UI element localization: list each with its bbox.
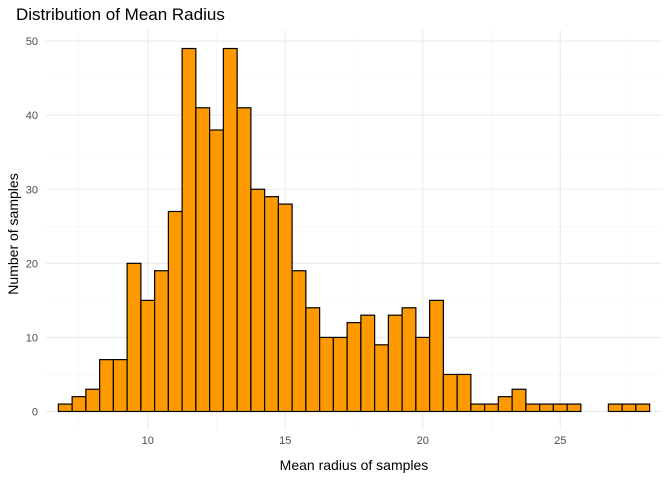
- histogram-bar: [209, 129, 224, 413]
- histogram-bar: [222, 47, 238, 413]
- histogram-bar: [181, 47, 197, 413]
- x-tick-label: 10: [142, 435, 154, 447]
- x-axis-ticks: 10 15 20 25: [142, 435, 567, 447]
- histogram-bar: [99, 359, 114, 413]
- histogram-bar: [250, 188, 266, 413]
- histogram-bar: [167, 210, 183, 413]
- histogram-bar: [525, 403, 541, 413]
- histogram-bars: [57, 47, 651, 413]
- histogram-bar: [305, 307, 321, 413]
- histogram-bar: [607, 403, 623, 413]
- y-tick-label: 40: [26, 110, 38, 122]
- histogram-bar: [112, 359, 128, 413]
- y-tick-label: 20: [26, 258, 38, 270]
- histogram-bar: [346, 321, 362, 413]
- histogram-bar: [360, 314, 376, 413]
- y-tick-label: 10: [26, 332, 38, 344]
- x-tick-label: 20: [417, 435, 429, 447]
- histogram-bar: [470, 403, 486, 413]
- histogram-bar: [456, 373, 472, 413]
- histogram-bar: [442, 373, 458, 413]
- histogram-bar: [126, 262, 142, 413]
- histogram-bar: [429, 299, 444, 413]
- y-tick-label: 50: [26, 36, 38, 48]
- y-tick-label: 30: [26, 184, 38, 196]
- chart-title: Distribution of Mean Radius: [16, 5, 225, 24]
- histogram-bar: [291, 270, 307, 413]
- histogram-bar: [374, 344, 389, 413]
- histogram-bar: [236, 107, 252, 413]
- histogram-bar: [195, 107, 211, 413]
- histogram-bar: [154, 270, 169, 413]
- histogram-bar: [635, 403, 651, 413]
- histogram-bar: [387, 314, 403, 413]
- histogram-bar: [71, 396, 87, 413]
- histogram-bar: [57, 403, 73, 413]
- histogram-bar: [332, 336, 348, 413]
- histogram-bar: [264, 196, 279, 413]
- x-tick-label: 25: [554, 435, 566, 447]
- x-axis-title: Mean radius of samples: [280, 457, 429, 473]
- histogram-bar: [484, 403, 499, 413]
- histogram-bar: [415, 336, 431, 413]
- histogram-bar: [319, 336, 334, 413]
- y-axis-ticks: 0 10 20 30 40 50: [26, 36, 38, 418]
- histogram-bar: [497, 396, 513, 413]
- histogram-bar: [277, 203, 293, 413]
- y-axis-title: Number of samples: [5, 173, 21, 294]
- histogram-bar: [401, 307, 417, 413]
- x-tick-label: 15: [279, 435, 291, 447]
- histogram-bar: [539, 403, 554, 413]
- histogram-bar: [621, 403, 637, 413]
- y-tick-label: 0: [32, 406, 38, 418]
- histogram-bar: [140, 299, 156, 413]
- histogram-bar: [566, 403, 582, 413]
- histogram-bar: [85, 388, 101, 413]
- histogram-bar: [552, 403, 568, 413]
- histogram-bar: [511, 388, 527, 413]
